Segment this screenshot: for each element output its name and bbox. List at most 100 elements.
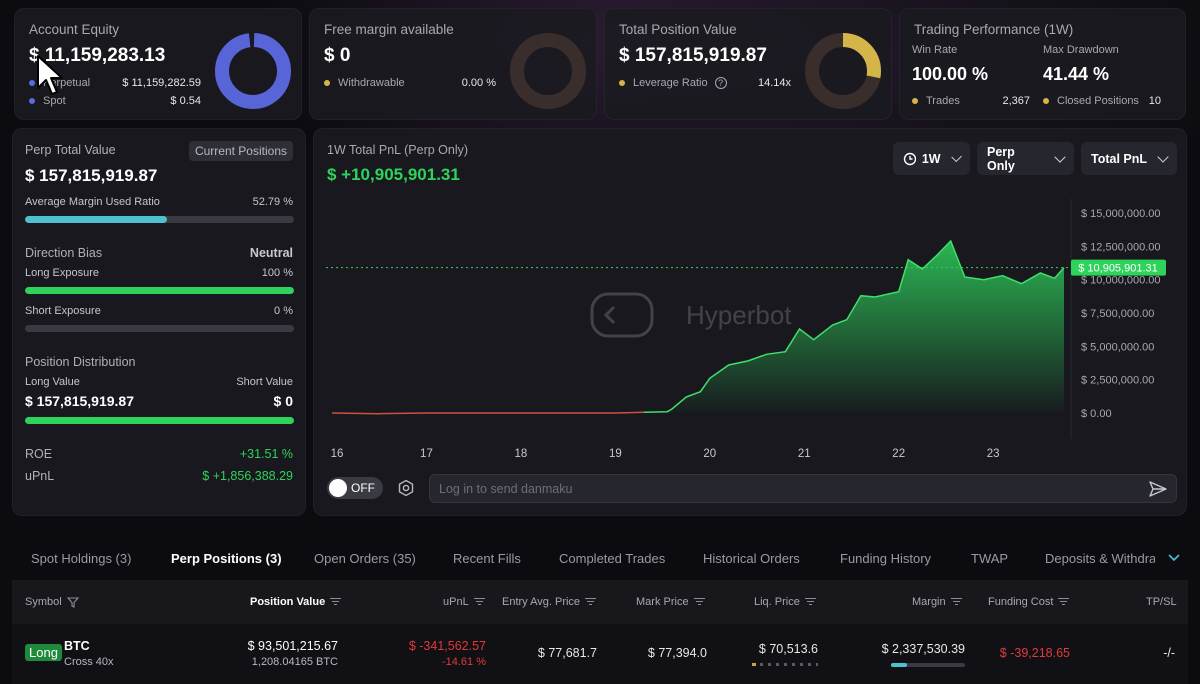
- col-tpsl-label: TP/SL: [1146, 596, 1177, 608]
- x-tick-label: 23: [987, 448, 1000, 460]
- watermark-text: Hyperbot: [686, 300, 792, 330]
- row-upnl: $ -341,562.57: [408, 639, 486, 653]
- tab-completed-trades[interactable]: Completed Trades: [559, 551, 666, 566]
- col-symbol-label: Symbol: [25, 596, 62, 608]
- pnl-line: [643, 239, 1065, 414]
- tab-perp-positions[interactable]: Perp Positions (3): [171, 551, 282, 566]
- x-tick-label: 21: [798, 448, 811, 460]
- table-header-bar: [12, 580, 1188, 624]
- current-positions-button[interactable]: Current Positions: [188, 141, 293, 161]
- account-equity-title: Account Equity: [29, 22, 120, 37]
- row-position-size: 1,208.04165 BTC: [251, 656, 338, 668]
- spot-dot: [29, 98, 35, 105]
- total-position-title: Total Position Value: [619, 22, 737, 37]
- tab-open-orders[interactable]: Open Orders (35): [314, 551, 416, 566]
- y-tick-label: $ 5,000,000.00: [1081, 341, 1154, 353]
- y-tick-label: $ 10,000,000.00: [1081, 275, 1161, 287]
- filter-icon[interactable]: [66, 596, 79, 608]
- help-icon[interactable]: ?: [714, 77, 727, 90]
- closed-dot: [1043, 98, 1049, 105]
- metric-dropdown[interactable]: Total PnL: [1081, 142, 1177, 175]
- sort-icon: [950, 598, 962, 606]
- range-dropdown-label: 1W: [921, 151, 941, 166]
- perp-total-value-title: Perp Total Value: [25, 143, 116, 157]
- liq-distance-indicator: [752, 663, 818, 666]
- y-tick-label: $ 2,500,000.00: [1081, 375, 1154, 387]
- tab-spot-holdings[interactable]: Spot Holdings (3): [31, 551, 132, 566]
- col-mark-price[interactable]: Mark Price: [636, 596, 705, 608]
- table-row[interactable]: Long BTC Cross 40x $ 93,501,215.67 1,208…: [12, 624, 1188, 684]
- tab-recent-fills[interactable]: Recent Fills: [453, 551, 521, 566]
- withdrawable-dot: [324, 80, 330, 87]
- pnl-chart-value: $ +10,905,901.31: [327, 165, 460, 184]
- tab-twap[interactable]: TWAP: [971, 551, 1009, 566]
- col-entry-price[interactable]: Entry Avg. Price: [502, 596, 597, 608]
- range-dropdown[interactable]: 1W: [893, 142, 970, 175]
- row-margin: $ 2,337,530.39: [881, 642, 965, 656]
- row-mark-price: $ 77,394.0: [647, 646, 707, 660]
- row-margin-mode: Cross 40x: [64, 656, 114, 668]
- col-funding-cost-label: Funding Cost: [988, 596, 1054, 608]
- short-exposure-value: 0 %: [274, 305, 293, 317]
- y-tick-label: $ 7,500,000.00: [1081, 308, 1154, 320]
- row-position-value: $ 93,501,215.67: [247, 639, 338, 653]
- col-position-value[interactable]: Position Value: [250, 596, 342, 608]
- col-margin-label: Margin: [912, 596, 946, 608]
- scope-dropdown[interactable]: Perp Only: [977, 142, 1074, 175]
- total-position-card: Total Position Value $ 157,815,919.87 Le…: [604, 8, 892, 120]
- leverage-row: Leverage Ratio ? 14.14x: [619, 77, 791, 90]
- roe-label: ROE: [25, 447, 53, 461]
- direction-bias-label: Direction Bias: [25, 246, 103, 260]
- x-tick-label: 20: [703, 448, 716, 460]
- pnl-area-chart[interactable]: Hyperbot $ 15,000,000.00 $ 12,500,000.00 $…: [314, 129, 1188, 469]
- col-liq-price-label: Liq. Price: [754, 596, 800, 608]
- tab-historical-orders[interactable]: Historical Orders: [703, 551, 800, 566]
- direction-bias-value: Neutral: [249, 246, 293, 260]
- metric-dropdown-label: Total PnL: [1091, 151, 1148, 166]
- avg-margin-bar-fill: [25, 216, 167, 223]
- leverage-value: 14.14x: [757, 77, 791, 89]
- col-margin[interactable]: Margin: [912, 596, 962, 608]
- send-icon[interactable]: [1148, 480, 1168, 498]
- upnl-label: uPnL: [25, 469, 55, 483]
- avg-margin-value: 52.79 %: [252, 196, 293, 208]
- pnl-chart-title: 1W Total PnL (Perp Only): [327, 143, 469, 157]
- long-exposure-label: Long Exposure: [25, 267, 99, 279]
- perp-summary-panel: Perp Total Value Current Positions $ 157…: [12, 128, 306, 516]
- x-tick-label: 18: [515, 448, 528, 460]
- settings-icon[interactable]: [397, 479, 415, 497]
- row-entry-price: $ 77,681.7: [537, 646, 597, 660]
- trades-dot: [912, 98, 918, 105]
- pnl-line-pre: [331, 411, 644, 415]
- row-symbol[interactable]: BTC: [64, 639, 90, 653]
- pnl-area-fill: [643, 241, 1064, 413]
- perpetual-dot: [29, 80, 35, 87]
- account-equity-value: $ 11,159,283.13: [29, 45, 166, 66]
- win-rate-value: 100.00 %: [912, 64, 989, 84]
- col-upnl[interactable]: uPnL: [443, 596, 485, 608]
- max-drawdown-label: Max Drawdown: [1043, 44, 1119, 56]
- chevron-down-icon[interactable]: [1167, 553, 1181, 563]
- margin-usage-bar: [891, 663, 965, 667]
- position-distribution-label: Position Distribution: [25, 355, 136, 369]
- y-tick-label: $ 0.00: [1081, 408, 1112, 420]
- danmaku-toggle[interactable]: OFF: [327, 477, 383, 499]
- x-tick-label: 19: [609, 448, 622, 460]
- tab-deposits-withdrawals[interactable]: Deposits & Withdra: [1045, 551, 1155, 566]
- col-upnl-label: uPnL: [443, 596, 469, 608]
- withdrawable-row: Withdrawable 0.00 %: [324, 77, 496, 89]
- col-funding-cost[interactable]: Funding Cost: [988, 596, 1070, 608]
- col-liq-price[interactable]: Liq. Price: [754, 596, 816, 608]
- x-tick-label: 17: [420, 448, 433, 460]
- perp-total-value: $ 157,815,919.87: [25, 166, 158, 185]
- side-badge: Long: [25, 644, 62, 661]
- danmaku-input[interactable]: Log in to send danmaku: [429, 474, 1177, 503]
- long-value-label: Long Value: [25, 376, 80, 388]
- sort-icon: [330, 598, 342, 606]
- row-tpsl[interactable]: -/-: [1163, 646, 1175, 660]
- tab-funding-history[interactable]: Funding History: [840, 551, 932, 566]
- long-exposure-value: 100 %: [261, 267, 293, 279]
- col-symbol[interactable]: Symbol: [25, 596, 79, 608]
- trades-value: 2,367: [1002, 95, 1030, 107]
- y-tick-label: $ 15,000,000.00: [1081, 208, 1161, 220]
